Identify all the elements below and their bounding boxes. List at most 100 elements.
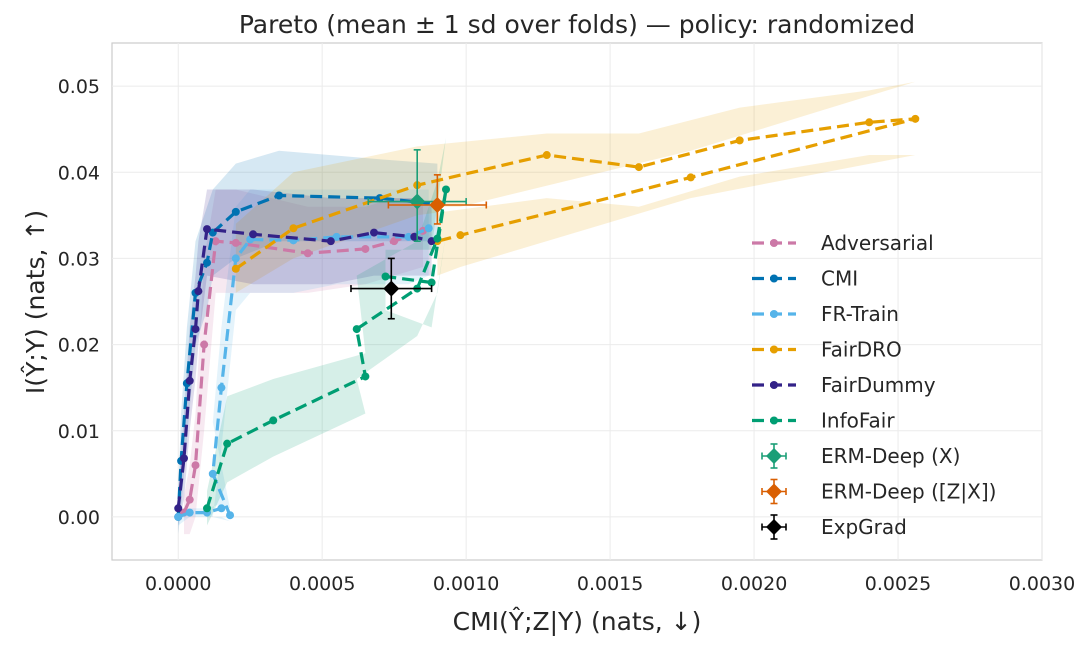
band-adversarial bbox=[184, 189, 423, 535]
legend-label: Adversarial bbox=[821, 231, 934, 255]
x-axis-title: CMI(Ŷ;Z|Y) (nats, ↓) bbox=[453, 606, 702, 636]
y-tick-label: 0.00 bbox=[58, 507, 100, 529]
legend-item-fr-train: FR-Train bbox=[752, 302, 899, 326]
point-infofair bbox=[441, 185, 450, 194]
y-axis-title: I(Ŷ;Y) (nats, ↑) bbox=[20, 210, 50, 394]
point-fairdummy bbox=[185, 376, 194, 385]
point-adversarial bbox=[361, 244, 370, 253]
point-fr-train bbox=[217, 383, 226, 392]
point-adversarial bbox=[231, 238, 240, 247]
point-infofair bbox=[361, 372, 370, 381]
legend-label: ERM-Deep (X) bbox=[821, 444, 960, 468]
errpoint-erm-deep-z-x bbox=[387, 174, 488, 225]
point-fr-train bbox=[208, 469, 217, 478]
line-cmi bbox=[176, 193, 438, 517]
errpoint-expgrad bbox=[350, 257, 433, 320]
point-adversarial bbox=[390, 237, 399, 246]
legend-label: CMI bbox=[821, 267, 858, 291]
y-tick-label: 0.01 bbox=[58, 421, 100, 443]
legend: Adversarial CMI FR-Train FairDRO FairDummy In… bbox=[752, 231, 996, 540]
legend-label: InfoFair bbox=[821, 409, 895, 433]
gridlines bbox=[112, 43, 1043, 560]
band-infofair bbox=[207, 137, 446, 526]
y-tick-label: 0.04 bbox=[58, 162, 100, 184]
y-tick-label: 0.03 bbox=[58, 248, 100, 270]
point-fairdro bbox=[735, 136, 744, 145]
point-fairdummy bbox=[249, 230, 258, 239]
legend-label: FairDRO bbox=[821, 338, 902, 362]
point-infofair bbox=[352, 325, 361, 334]
point-infofair bbox=[381, 272, 390, 281]
legend-item-infofair: InfoFair bbox=[752, 409, 895, 433]
legend-item-fairdro: FairDRO bbox=[752, 338, 902, 362]
point-infofair bbox=[223, 439, 232, 448]
point-fr-train bbox=[226, 511, 235, 520]
point-fr-train bbox=[424, 224, 433, 233]
point-adversarial bbox=[211, 237, 220, 246]
legend-label: ExpGrad bbox=[821, 515, 907, 539]
legend-label: FairDummy bbox=[821, 373, 936, 397]
y-tick-labels: 0.00 0.01 0.02 0.03 0.04 0.05 bbox=[58, 76, 100, 529]
legend-item-cmi: CMI bbox=[752, 267, 858, 291]
point-adversarial bbox=[303, 249, 312, 258]
point-cmi bbox=[203, 258, 212, 267]
point-fairdro bbox=[542, 151, 551, 160]
point-fairdro bbox=[456, 231, 465, 240]
point-fairdro bbox=[865, 118, 874, 127]
legend-item-erm-deep-x: ERM-Deep (X) bbox=[761, 443, 960, 469]
point-fr-train bbox=[231, 254, 240, 263]
point-fr-train bbox=[404, 232, 413, 241]
legend-label: FR-Train bbox=[821, 302, 899, 326]
point-cmi bbox=[231, 207, 240, 216]
point-fairdro bbox=[911, 114, 920, 123]
legend-item-erm-deep-z-x: ERM-Deep ([Z|X]) bbox=[761, 478, 996, 505]
point-fairdro bbox=[231, 264, 240, 273]
point-fairdummy bbox=[179, 454, 188, 463]
point-fr-train bbox=[185, 508, 194, 517]
series-lines bbox=[174, 114, 920, 521]
point-cmi bbox=[274, 191, 283, 200]
point-fairdummy bbox=[410, 232, 419, 241]
error-points bbox=[350, 149, 488, 320]
x-tick-label: 0.0000 bbox=[145, 573, 211, 595]
point-fairdummy bbox=[326, 237, 335, 246]
point-adversarial bbox=[200, 340, 209, 349]
point-fairdummy bbox=[194, 287, 203, 296]
plot-area bbox=[111, 42, 1043, 561]
point-fairdummy bbox=[370, 228, 379, 237]
point-fr-train bbox=[174, 512, 183, 521]
y-tick-label: 0.02 bbox=[58, 335, 100, 357]
point-infofair bbox=[269, 416, 278, 425]
legend-item-expgrad: ExpGrad bbox=[761, 514, 907, 540]
band-fairdro bbox=[235, 81, 916, 293]
point-fr-train bbox=[217, 504, 226, 513]
legend-label: ERM-Deep ([Z|X]) bbox=[821, 480, 996, 504]
legend-item-adversarial: Adversarial bbox=[752, 231, 934, 255]
point-infofair bbox=[427, 278, 436, 287]
point-fairdummy bbox=[174, 504, 183, 513]
point-fairdro bbox=[289, 224, 298, 233]
line-adversarial bbox=[182, 229, 424, 514]
point-fairdummy bbox=[203, 225, 212, 234]
x-tick-label: 0.0030 bbox=[1009, 573, 1075, 595]
x-tick-label: 0.0010 bbox=[433, 573, 499, 595]
x-tick-label: 0.0005 bbox=[289, 573, 355, 595]
x-tick-label: 0.0025 bbox=[865, 573, 931, 595]
point-adversarial bbox=[185, 495, 194, 504]
point-infofair bbox=[203, 504, 212, 513]
legend-item-fairdummy: FairDummy bbox=[752, 373, 936, 397]
band-fairdummy bbox=[178, 189, 432, 526]
point-fairdummy bbox=[191, 325, 200, 334]
point-fairdro bbox=[686, 173, 695, 182]
point-fairdro bbox=[634, 163, 643, 172]
chart-title: Pareto (mean ± 1 sd over folds) — policy… bbox=[239, 10, 915, 39]
x-tick-label: 0.0020 bbox=[721, 573, 787, 595]
x-tick-label: 0.0015 bbox=[577, 573, 643, 595]
band-fr-train bbox=[178, 189, 429, 526]
point-fr-train bbox=[332, 232, 341, 241]
point-adversarial bbox=[191, 461, 200, 470]
y-tick-label: 0.05 bbox=[58, 76, 100, 98]
x-tick-labels: 0.0000 0.0005 0.0010 0.0015 0.0020 0.0025 0.00… bbox=[145, 573, 1075, 595]
point-infofair bbox=[433, 234, 442, 243]
